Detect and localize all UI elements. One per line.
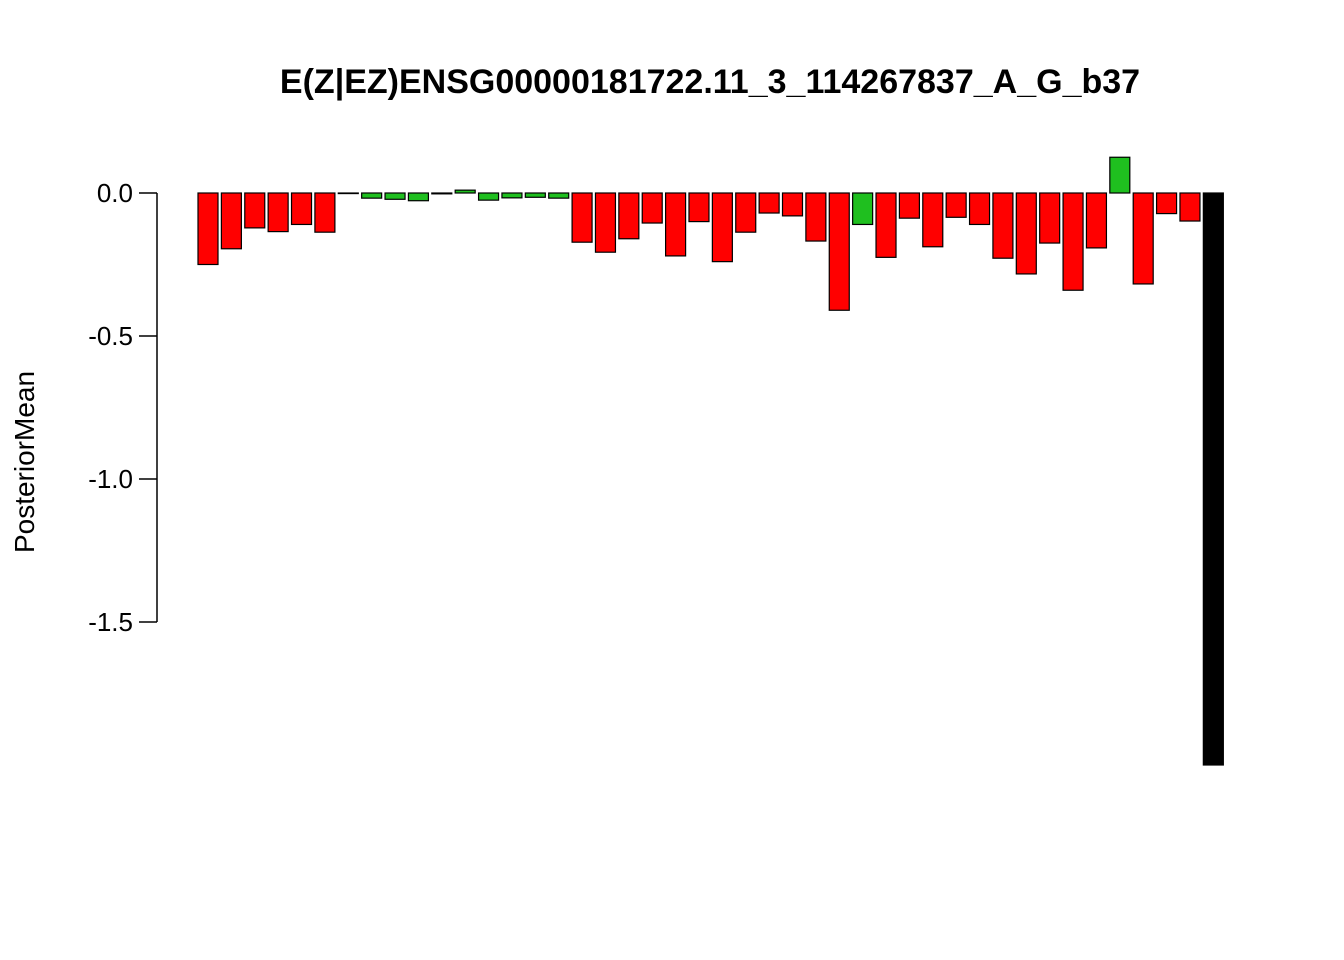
y-axis: 0.0 -0.5 -1.0 -1.5 (88, 178, 158, 637)
bar (711, 192, 733, 263)
bars-group (197, 156, 1224, 766)
chart-title: E(Z|EZ)ENSG00000181722.11_3_114267837_A_… (280, 63, 1140, 101)
bar (548, 192, 570, 199)
bar (688, 192, 710, 223)
bar (968, 192, 991, 226)
bar (431, 192, 453, 195)
bar (758, 192, 780, 214)
bar (1202, 192, 1224, 766)
bar (267, 192, 289, 233)
bar (1039, 192, 1061, 244)
bar (1109, 156, 1131, 194)
bar (641, 192, 663, 224)
bar (1155, 192, 1178, 215)
bar (407, 192, 430, 202)
bar (501, 192, 523, 199)
bar (454, 189, 476, 194)
bar (337, 192, 359, 195)
bar (1062, 192, 1084, 291)
bar (828, 192, 850, 311)
bar (290, 192, 313, 226)
bar (1085, 192, 1108, 249)
bar (618, 192, 640, 240)
bar (945, 192, 967, 218)
bar (992, 192, 1014, 259)
y-tick-label: 0.0 (97, 178, 133, 208)
bar (477, 192, 500, 201)
bar (244, 192, 266, 229)
bar (922, 192, 944, 248)
bar (875, 192, 897, 258)
bar (1015, 192, 1037, 275)
y-tick-label: -1.0 (88, 464, 133, 494)
bar (361, 192, 383, 199)
bar (1179, 192, 1201, 222)
y-axis-label: PosteriorMean (9, 371, 40, 553)
bar (664, 192, 687, 257)
bar (571, 192, 593, 243)
bar (220, 192, 242, 250)
bar (805, 192, 827, 242)
bar (898, 192, 921, 219)
bar (594, 192, 617, 253)
bar (524, 192, 546, 198)
bar (314, 192, 336, 233)
bar (1132, 192, 1154, 285)
bar (197, 192, 219, 266)
bar (735, 192, 757, 233)
bar (384, 192, 406, 200)
bar (852, 192, 874, 226)
y-tick-label: -0.5 (88, 321, 133, 351)
bar (781, 192, 804, 217)
y-tick-label: -1.5 (88, 607, 133, 637)
